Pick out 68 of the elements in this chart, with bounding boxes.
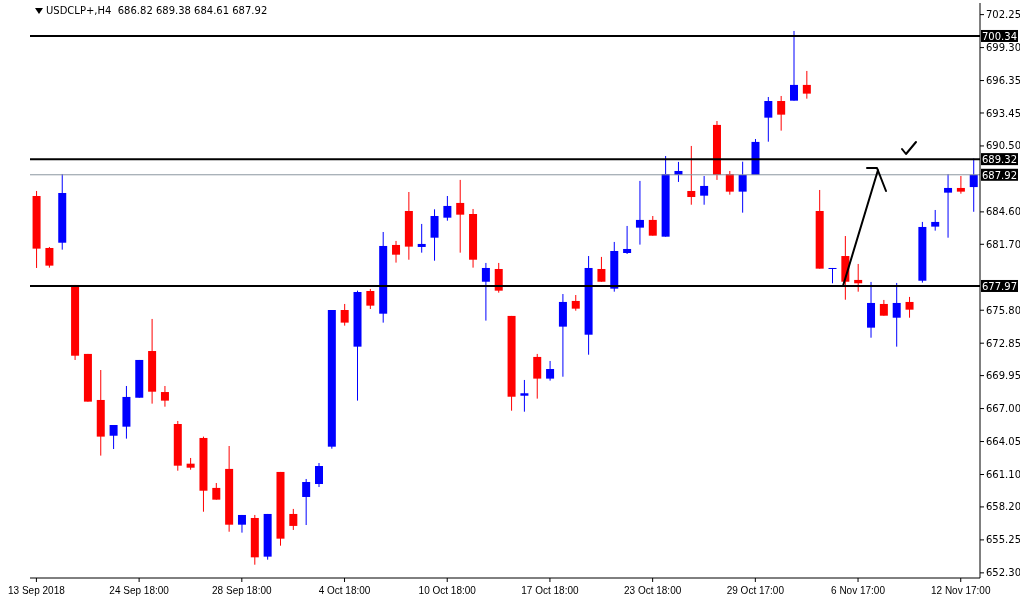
candlestick	[533, 353, 542, 400]
y-tick-label: 672.85	[986, 337, 1020, 349]
y-tick-label: 667.00	[986, 403, 1020, 415]
ref-line-label: 687.92	[982, 169, 1017, 181]
y-tick-label: 669.95	[986, 370, 1020, 382]
candlestick	[623, 225, 632, 255]
y-tick-label: 693.45	[986, 107, 1020, 119]
y-tick-label: 675.80	[986, 304, 1020, 316]
ref-line-label: 700.34	[982, 30, 1017, 42]
candlestick	[956, 175, 965, 195]
candlestick	[315, 462, 323, 488]
x-tick-label: 10 Oct 18:00	[418, 585, 477, 596]
candlestick	[520, 379, 529, 413]
candlestick	[109, 424, 118, 450]
candlestick	[892, 282, 901, 348]
candlestick	[764, 96, 773, 143]
y-tick-label: 684.60	[986, 206, 1020, 218]
candlestick	[45, 246, 54, 269]
candlestick	[430, 208, 439, 262]
candlestick	[456, 179, 465, 254]
candlestick	[597, 256, 606, 283]
x-tick-label: 29 Oct 17:00	[726, 585, 785, 596]
candlestick	[340, 303, 349, 327]
y-tick-label: 658.20	[986, 501, 1020, 513]
ref-line-label: 677.97	[982, 280, 1017, 292]
candlestick	[905, 296, 914, 319]
x-tick-label: 12 Nov 17:00	[930, 585, 991, 596]
candlestick	[366, 288, 375, 310]
candlestick	[635, 180, 644, 246]
candlestick	[700, 175, 709, 206]
candlestick	[302, 478, 311, 526]
y-tick-label: 661.10	[986, 469, 1020, 481]
x-tick-label: 6 Nov 17:00	[831, 585, 886, 596]
y-tick-label: 696.35	[986, 75, 1020, 87]
candlestick	[777, 95, 786, 132]
candlestick	[802, 70, 811, 100]
candlestick	[969, 157, 978, 213]
candlestick	[546, 360, 555, 382]
y-tick-label: 681.70	[986, 238, 1020, 250]
ref-line-label: 689.32	[982, 154, 1017, 166]
y-tick-label: 664.05	[986, 436, 1020, 448]
candlestick	[944, 173, 953, 239]
candlestick	[931, 209, 940, 232]
candlestick	[443, 195, 452, 222]
candlestick	[790, 30, 798, 102]
candlestick	[417, 223, 426, 254]
x-tick-label: 17 Oct 18:00	[521, 585, 579, 596]
candlestick	[687, 145, 696, 206]
candlestick	[481, 262, 490, 322]
candlestick	[725, 170, 734, 196]
candlestick	[648, 215, 657, 237]
y-tick-label: 655.25	[986, 534, 1020, 546]
x-tick-label: 28 Sep 18:00	[212, 585, 273, 596]
x-tick-label: 23 Oct 18:00	[624, 585, 682, 596]
y-tick-label: 699.30	[986, 42, 1020, 54]
candlestick	[738, 161, 747, 214]
candlestick	[289, 508, 298, 531]
candlestick	[160, 385, 169, 408]
x-tick-label: 4 Oct 18:00	[318, 585, 371, 596]
candlestick	[392, 240, 401, 264]
y-tick-label: 652.30	[986, 567, 1020, 579]
candlestick	[828, 267, 837, 284]
y-tick-label: 690.50	[986, 140, 1020, 152]
x-tick-label: 13 Sep 2018	[8, 585, 66, 596]
candlestick	[494, 262, 503, 294]
x-tick-label: 24 Sep 18:00	[109, 585, 170, 596]
chart-title: USDCLP+,H4 686.82 689.38 684.61 687.92	[46, 5, 268, 16]
y-tick-label: 702.25	[986, 9, 1020, 21]
